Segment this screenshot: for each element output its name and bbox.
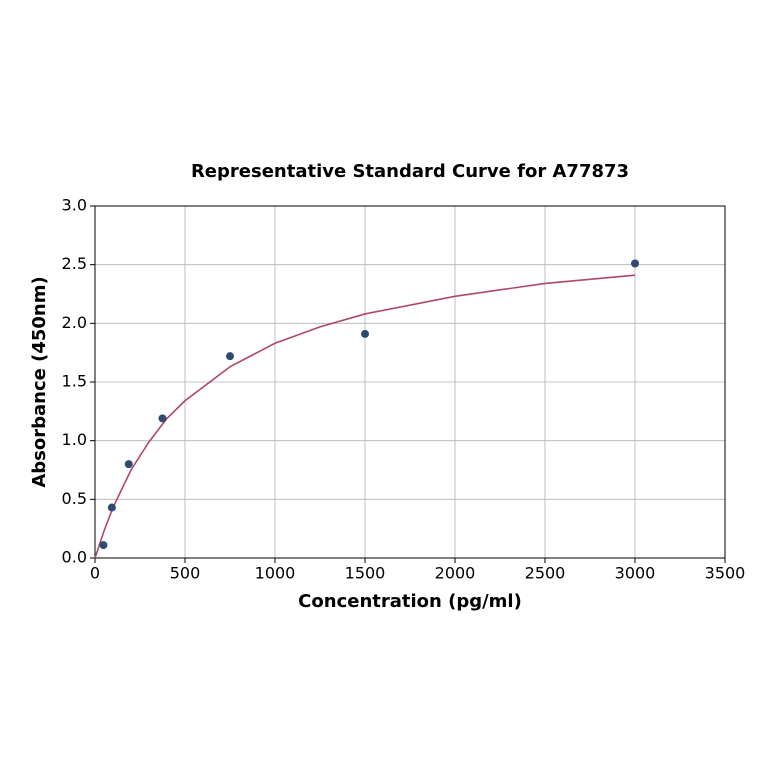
data-point bbox=[361, 329, 369, 338]
x-tick-label: 1500 bbox=[345, 564, 386, 583]
y-tick-label: 1.5 bbox=[62, 372, 87, 391]
x-tick-label: 2000 bbox=[435, 564, 476, 583]
y-tick-label: 0.5 bbox=[62, 489, 87, 508]
x-tick-label: 0 bbox=[90, 564, 100, 583]
x-tick-label: 500 bbox=[170, 564, 201, 583]
y-tick-label: 2.0 bbox=[62, 313, 87, 332]
x-tick-label: 3500 bbox=[705, 564, 746, 583]
y-tick-label: 2.5 bbox=[62, 254, 87, 273]
y-tick-label: 1.0 bbox=[62, 430, 87, 449]
plot-frame bbox=[94, 205, 726, 559]
data-point bbox=[124, 460, 133, 469]
y-tick-label: 0.0 bbox=[62, 548, 87, 567]
data-point bbox=[107, 503, 116, 512]
x-axis-label: Concentration (pg/ml) bbox=[298, 591, 522, 612]
data-point bbox=[99, 541, 108, 550]
data-point bbox=[631, 259, 639, 268]
y-axis-label: Absorbance (450nm) bbox=[29, 276, 50, 487]
x-tick-label: 3000 bbox=[615, 564, 656, 583]
chart-title: Representative Standard Curve for A77873 bbox=[191, 161, 629, 182]
data-point bbox=[158, 414, 167, 423]
x-tick-label: 2500 bbox=[525, 564, 566, 583]
y-tick-label: 3.0 bbox=[62, 196, 87, 215]
data-point bbox=[226, 352, 234, 361]
x-tick-label: 1000 bbox=[255, 564, 296, 583]
fit-curve bbox=[94, 274, 636, 559]
